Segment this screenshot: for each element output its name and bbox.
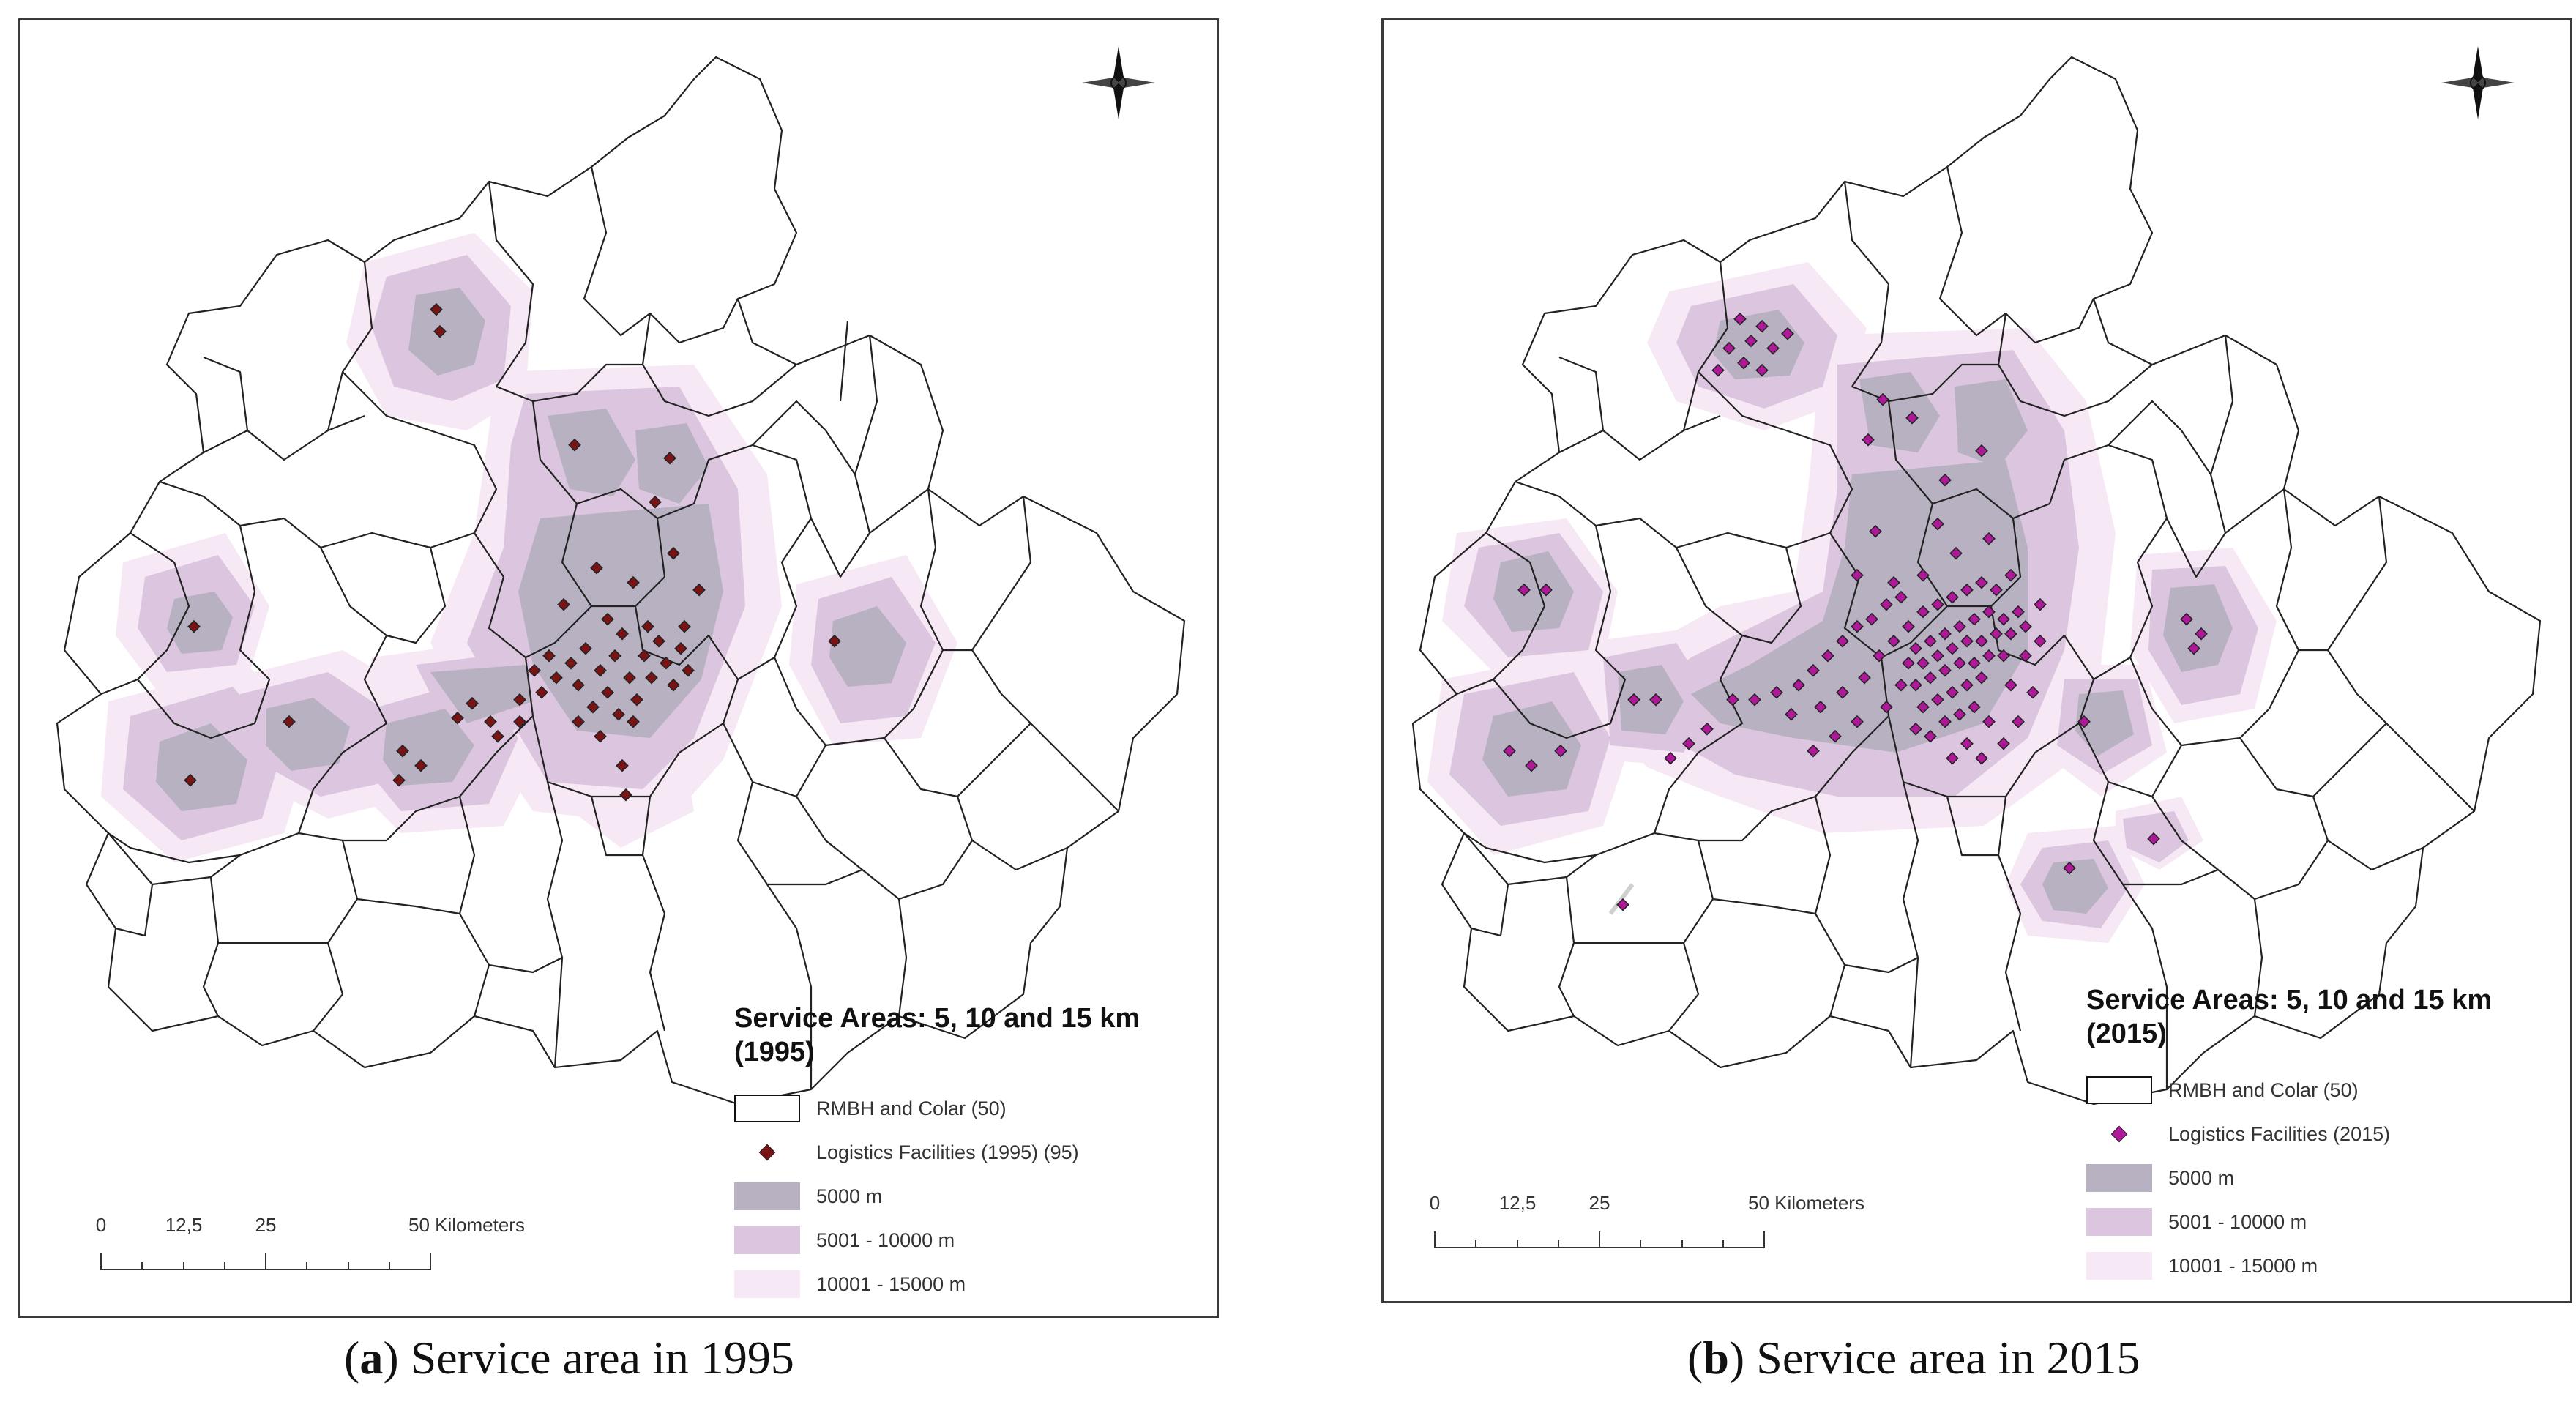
scale-tick-label: 12,5 — [165, 1214, 203, 1236]
caption-letter: a — [359, 1332, 384, 1384]
map-panel-2015: Service Areas: 5, 10 and 15 km (2015) RM… — [1381, 18, 2572, 1303]
zone-15000-swatch — [2086, 1252, 2152, 1280]
legend-item-facilities: Logistics Facilities (2015) — [2086, 1112, 2492, 1156]
scale-tick-label: 12,5 — [1498, 1192, 1537, 1214]
zone-5000-swatch — [734, 1182, 800, 1210]
legend-label: 10001 - 15000 m — [816, 1272, 966, 1295]
caption-text: Service area in 1995 — [410, 1332, 794, 1384]
municipal-boundaries — [56, 56, 1186, 1106]
legend-year: (2015) — [2086, 1018, 2167, 1049]
zone-10000-swatch — [734, 1226, 800, 1254]
north-arrow-icon — [2441, 46, 2515, 119]
scale-tick-label: 0 — [95, 1214, 107, 1236]
legend-item-zone-5000: 5000 m — [734, 1174, 1140, 1218]
scale-tick-label: 25 — [255, 1214, 277, 1236]
legend-label: RMBH and Colar (50) — [816, 1097, 1007, 1119]
zone-5km — [1482, 310, 2233, 914]
logistics-facilities — [1503, 312, 2208, 911]
service-zones — [101, 233, 957, 862]
map-legend: Service Areas: 5, 10 and 15 km (1995) RM… — [734, 1002, 1140, 1306]
legend-label: 5000 m — [816, 1185, 883, 1207]
scale-tick-label: 25 — [1588, 1192, 1610, 1214]
legend-item-boundary: RMBH and Colar (50) — [734, 1086, 1140, 1130]
legend-item-zone-15000: 10001 - 15000 m — [734, 1262, 1140, 1306]
caption-text: Service area in 2015 — [1756, 1332, 2140, 1384]
boundary-swatch — [2086, 1076, 2152, 1104]
caption-1995: (a) Service area in 1995 — [344, 1332, 794, 1384]
zone-10000-swatch — [2086, 1208, 2152, 1236]
legend-label: 5001 - 10000 m — [816, 1229, 955, 1251]
zone-5000-swatch — [2086, 1164, 2152, 1192]
region-map — [1411, 56, 2542, 1106]
legend-item-boundary: RMBH and Colar (50) — [2086, 1068, 2492, 1112]
facility-point-icon — [734, 1138, 800, 1166]
legend-label: RMBH and Colar (50) — [2168, 1078, 2359, 1101]
region-map — [56, 56, 1186, 1106]
logistics-facilities — [184, 302, 841, 802]
scale-ruler — [100, 1253, 431, 1270]
legend-item-zone-15000: 10001 - 15000 m — [2086, 1244, 2492, 1288]
zone-5km — [156, 288, 906, 811]
legend-item-zone-10000: 5001 - 10000 m — [2086, 1200, 2492, 1244]
scale-tick-label: 0 — [1429, 1192, 1441, 1214]
caption-letter: b — [1703, 1332, 1729, 1384]
caption-2015: (b) Service area in 2015 — [1687, 1332, 2140, 1384]
legend-item-zone-10000: 5001 - 10000 m — [734, 1218, 1140, 1262]
zone-15000-swatch — [734, 1270, 800, 1298]
legend-label: 5001 - 10000 m — [2168, 1210, 2307, 1233]
north-arrow-icon — [1082, 46, 1155, 119]
legend-title: Service Areas: 5, 10 and 15 km — [734, 1003, 1140, 1034]
legend-label: 10001 - 15000 m — [2168, 1254, 2318, 1277]
municipal-boundaries — [1411, 56, 2542, 1106]
map-panel-1995: Service Areas: 5, 10 and 15 km (1995) RM… — [18, 18, 1219, 1318]
map-legend: Service Areas: 5, 10 and 15 km (2015) RM… — [2086, 983, 2492, 1288]
scale-bar: 0 12,5 25 50 Kilometers — [64, 1214, 525, 1280]
legend-item-zone-5000: 5000 m — [2086, 1156, 2492, 1200]
legend-year: (1995) — [734, 1037, 815, 1067]
scale-bar: 0 12,5 25 50 Kilometers — [1398, 1192, 1864, 1258]
scale-tick-label: 50 Kilometers — [408, 1214, 525, 1236]
legend-item-facilities: Logistics Facilities (1995) (95) — [734, 1130, 1140, 1174]
scale-tick-label: 50 Kilometers — [1748, 1192, 1864, 1214]
facility-point-icon — [2086, 1120, 2152, 1148]
boundary-swatch — [734, 1095, 800, 1122]
legend-title: Service Areas: 5, 10 and 15 km — [2086, 985, 2493, 1015]
legend-label: 5000 m — [2168, 1166, 2235, 1189]
scale-ruler — [1434, 1231, 1765, 1248]
legend-label: Logistics Facilities (2015) — [2168, 1122, 2391, 1145]
legend-label: Logistics Facilities (1995) (95) — [816, 1141, 1079, 1163]
